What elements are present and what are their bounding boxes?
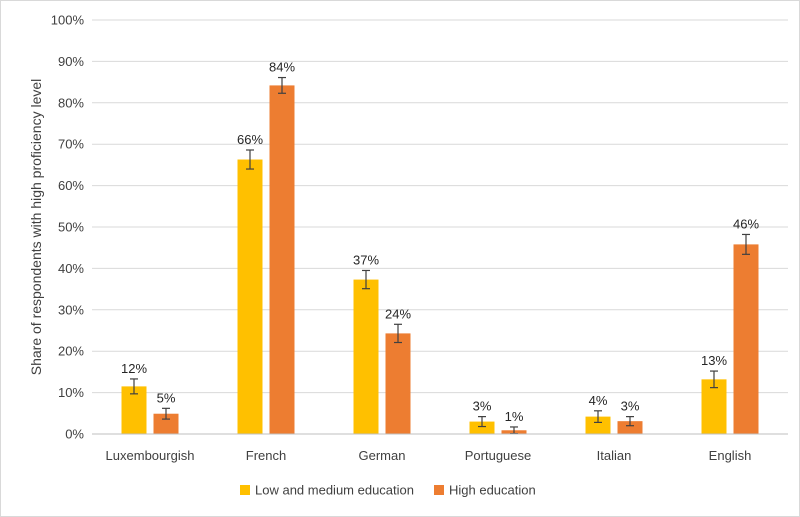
data-labels: 12% 5% 66% 84% 37% 24% 3% 1% 4% 3% 13% 46% — [121, 60, 759, 424]
data-label: 3% — [473, 399, 492, 414]
y-tick-label: 100% — [51, 13, 85, 28]
data-label: 4% — [589, 393, 608, 408]
bar — [153, 413, 179, 434]
y-axis-title: Share of respondents with high proficien… — [28, 79, 44, 376]
y-tick-label: 0% — [65, 427, 84, 442]
legend-swatch — [434, 485, 444, 495]
data-label: 1% — [505, 409, 524, 424]
bar — [701, 379, 727, 434]
y-tick-label: 40% — [58, 261, 84, 276]
y-tick-label: 80% — [58, 95, 84, 110]
legend-label: High education — [449, 483, 536, 498]
x-axis-ticks: Luxembourgish French German Portuguese Itali… — [106, 448, 752, 463]
bar — [237, 159, 263, 434]
bar — [385, 333, 411, 434]
bar — [585, 416, 611, 434]
bar — [469, 421, 495, 434]
y-axis-ticks: 0% 10% 20% 30% 40% 50% 60% 70% 80% 90% 100% — [51, 13, 85, 442]
data-label: 37% — [353, 252, 379, 267]
x-tick-label: French — [246, 448, 286, 463]
data-label: 24% — [385, 306, 411, 321]
data-label: 84% — [269, 60, 295, 75]
legend: Low and medium education High education — [240, 483, 536, 498]
bar — [269, 85, 295, 435]
gridlines — [92, 19, 788, 394]
y-tick-label: 70% — [58, 137, 84, 152]
x-tick-label: English — [709, 448, 752, 463]
x-tick-label: Luxembourgish — [106, 448, 195, 463]
bar — [733, 244, 759, 434]
legend-swatch — [240, 485, 250, 495]
bar — [617, 421, 643, 434]
data-label: 13% — [701, 353, 727, 368]
x-tick-label: Italian — [597, 448, 632, 463]
y-tick-label: 30% — [58, 302, 84, 317]
bar — [353, 279, 379, 434]
x-tick-label: Portuguese — [465, 448, 532, 463]
y-tick-label: 20% — [58, 344, 84, 359]
legend-label: Low and medium education — [255, 483, 414, 498]
y-tick-label: 10% — [58, 385, 84, 400]
data-label: 12% — [121, 361, 147, 376]
y-tick-label: 60% — [58, 178, 84, 193]
y-tick-label: 90% — [58, 54, 84, 69]
data-label: 5% — [157, 390, 176, 405]
data-label: 66% — [237, 132, 263, 147]
x-tick-label: German — [359, 448, 406, 463]
data-label: 3% — [621, 399, 640, 414]
error-bars — [130, 76, 750, 435]
y-tick-label: 50% — [58, 220, 84, 235]
data-label: 46% — [733, 216, 759, 231]
